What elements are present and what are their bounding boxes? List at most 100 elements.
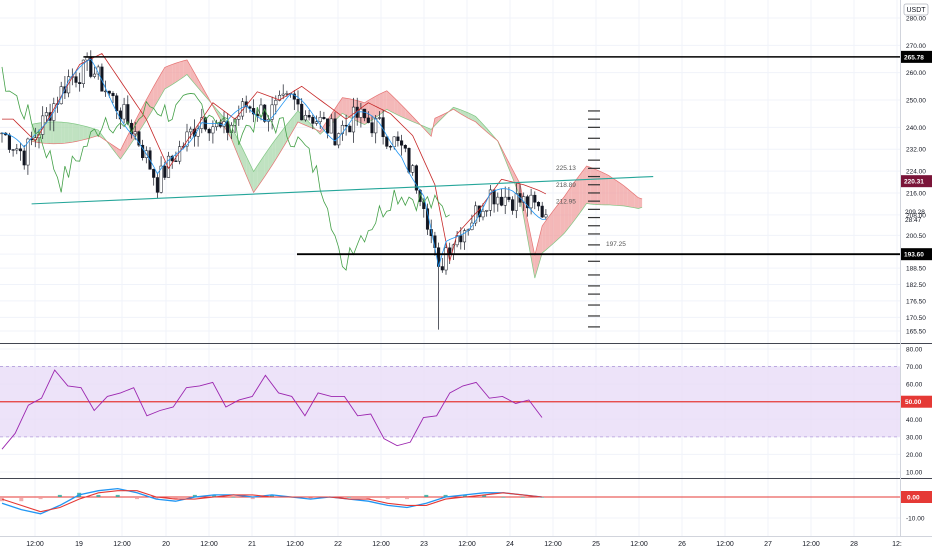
ichimoku-cloud-segment (379, 92, 384, 115)
ichimoku-cloud-segment (275, 134, 280, 160)
ichimoku-cloud-segment (386, 90, 391, 112)
ichimoku-cloud-segment (471, 114, 476, 122)
time-tick-label: 12:00 (113, 541, 131, 548)
macd-pane[interactable] (0, 487, 900, 515)
ichimoku-cloud-segment (397, 101, 402, 117)
trendline (31, 176, 654, 205)
price-tick-label: 208.00 (906, 212, 926, 219)
ichimoku-cloud-segment (183, 59, 187, 78)
ichimoku-cloud-segment (64, 122, 69, 144)
time-tick-label: 25 (592, 541, 600, 548)
candle-body (7, 134, 11, 150)
ichimoku-cloud-segment (508, 162, 513, 179)
rsi-tick-label: 40.00 (906, 417, 923, 424)
price-pane[interactable] (0, 50, 900, 330)
ichimoku-cloud-segment (623, 185, 628, 207)
macd-histogram-bar (38, 497, 43, 500)
candle-body (303, 115, 307, 121)
price-tick-label: 165.50 (906, 329, 926, 336)
ichimoku-cloud-segment (157, 73, 162, 102)
ichimoku-cloud-segment (594, 168, 598, 205)
candle-body (496, 196, 500, 205)
time-tick-label: 24 (506, 541, 514, 548)
ichimoku-cloud-segment (605, 173, 609, 205)
price-tick-label: 182.50 (906, 282, 926, 289)
candle-body (388, 146, 393, 148)
candle-body (544, 214, 548, 218)
ichimoku-cloud-segment (627, 188, 631, 208)
candle-body (126, 104, 130, 124)
candle-body (81, 59, 85, 84)
macd-histogram-bar (520, 497, 525, 498)
ichimoku-cloud-segment (612, 177, 617, 206)
candle-body (363, 108, 367, 119)
candle-body (141, 144, 145, 158)
candle-body (314, 121, 319, 124)
candle-body (237, 115, 241, 120)
candle-body (400, 140, 404, 146)
ichimoku-cloud-segment (483, 124, 487, 132)
candle-body (511, 199, 515, 211)
ichimoku-cloud-segment (527, 219, 532, 258)
macd-histogram-bar (347, 497, 352, 498)
rsi-pane[interactable] (0, 366, 900, 450)
macd-badge (901, 491, 932, 503)
ichimoku-cloud-segment (294, 110, 298, 129)
candle-body (263, 104, 267, 122)
ichimoku-cloud-segment (201, 86, 206, 97)
ichimoku-cloud-segment (375, 94, 380, 118)
candle-body (300, 103, 304, 121)
macd-histogram-bar (19, 497, 24, 502)
time-tick-label: 28 (850, 541, 858, 548)
ichimoku-cloud-segment (342, 97, 347, 116)
macd-histogram-bar (366, 497, 371, 500)
ichimoku-cloud-segment (597, 170, 602, 205)
candle-body (536, 202, 541, 207)
ichimoku-cloud-segment (638, 197, 643, 209)
candle-body (348, 125, 352, 133)
time-tick-label: 27 (764, 541, 772, 548)
candle-body (525, 196, 529, 209)
ichimoku-cloud-segment (531, 237, 535, 279)
candle-body (514, 193, 518, 211)
price-tick-label: 270.00 (906, 43, 926, 50)
macd-histogram-bar (173, 497, 178, 500)
candle-body (44, 112, 48, 117)
price-tick-label: 224.00 (906, 169, 926, 176)
annotation-level: 197.25 (606, 241, 626, 248)
ichimoku-cloud-segment (50, 121, 54, 144)
time-tick-label: 19 (75, 541, 83, 548)
time-tick-label: 12: (892, 541, 902, 548)
ichimoku-cloud-segment (534, 240, 539, 279)
time-tick-label: 12:00 (802, 541, 820, 548)
candle-body (122, 104, 126, 120)
tenkan-line (1, 58, 546, 267)
macd-histogram-bar (405, 497, 409, 500)
candle-body (540, 205, 544, 218)
ichimoku-cloud-segment (438, 114, 443, 122)
macd-histogram-bar (154, 497, 159, 500)
ichimoku-cloud-segment (571, 180, 576, 224)
rsi-badge-label: 50.00 (905, 399, 922, 406)
ichimoku-cloud-segment (272, 139, 276, 166)
candle-body (462, 230, 467, 243)
rsi-tick-label: 60.00 (906, 382, 923, 389)
ichimoku-cloud-segment (257, 160, 261, 188)
macd-histogram-bar (501, 497, 506, 498)
macd-histogram-bar (443, 494, 448, 497)
ichimoku-cloud-segment (542, 220, 546, 254)
ichimoku-cloud-segment (305, 118, 310, 127)
currency-label: USDT (906, 7, 926, 14)
time-tick-label: 12:00 (200, 541, 218, 548)
candle-body (440, 266, 444, 271)
time-tick-label: 20 (162, 541, 170, 548)
macd-histogram-bar (212, 494, 217, 497)
candle-body (67, 76, 71, 94)
candle-body (133, 131, 137, 135)
candle-body (396, 136, 400, 141)
ichimoku-cloud-segment (57, 121, 62, 144)
macd-signal-line (1, 490, 543, 513)
candle-body (529, 194, 533, 209)
ichimoku-cloud-segment (242, 148, 247, 176)
